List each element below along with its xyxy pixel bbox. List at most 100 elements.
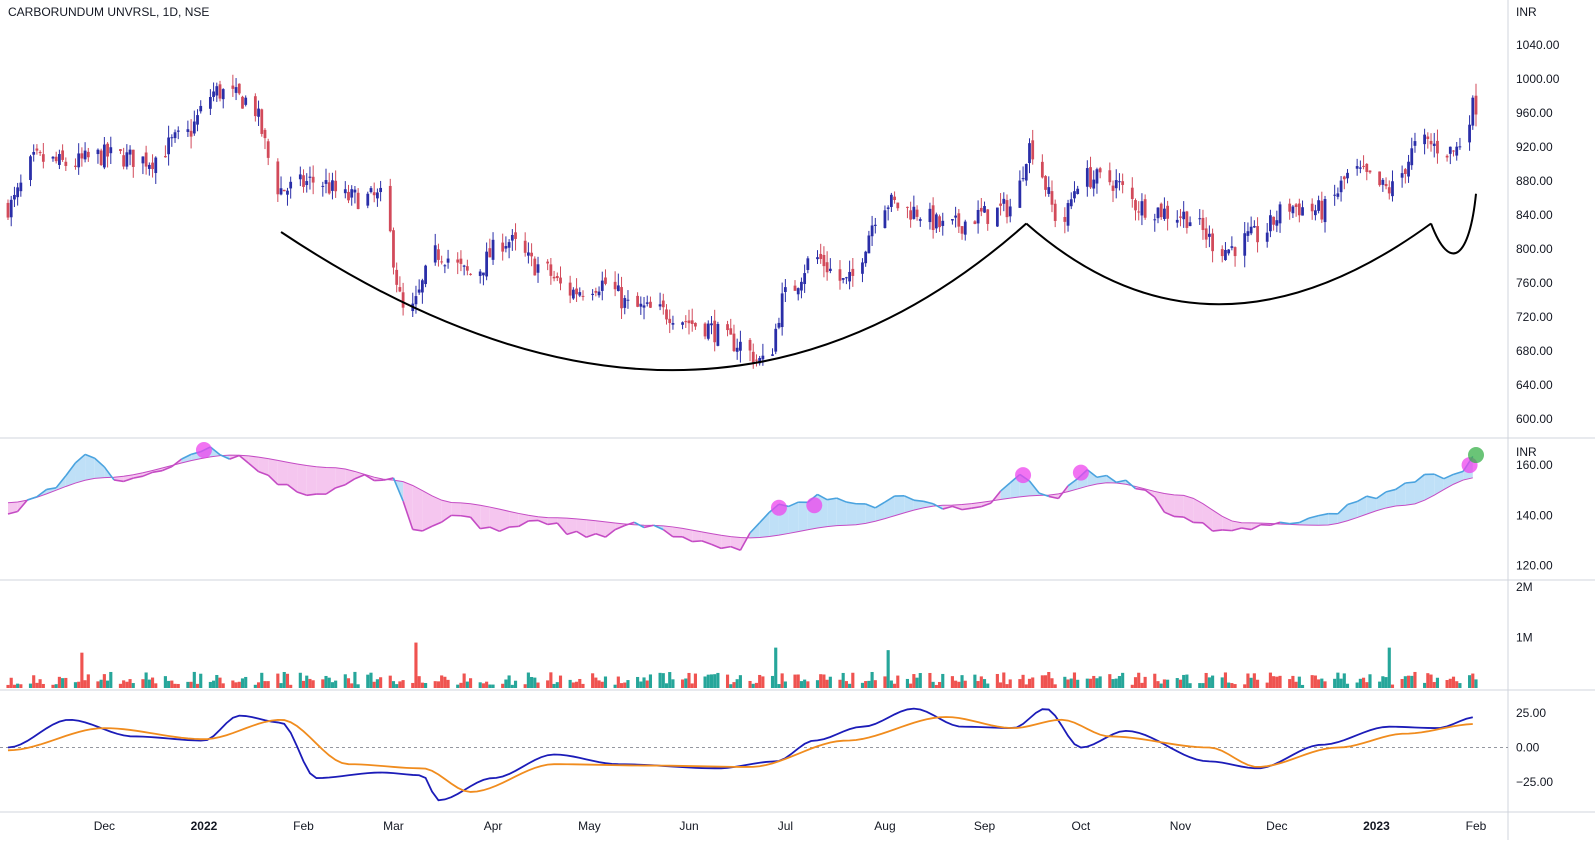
candle (437, 243, 440, 267)
volume-bar (321, 679, 325, 688)
volume-bar (391, 681, 396, 688)
volume-bar (687, 672, 691, 688)
volume-bar (289, 684, 293, 688)
candle-body (774, 328, 778, 352)
candle (690, 308, 694, 332)
candle-body (1233, 247, 1237, 257)
rs-line-segment (788, 501, 799, 508)
rs-fill (836, 498, 847, 526)
candle-body (1024, 164, 1028, 181)
candle-body (369, 188, 373, 193)
candle (986, 209, 990, 231)
volume-bar (28, 683, 33, 688)
volume-bar (616, 676, 620, 688)
rs-line-segment (27, 495, 38, 501)
rs-line-segment (219, 453, 230, 460)
x-tick-label: Oct (1072, 819, 1091, 833)
volume-bar (1031, 677, 1035, 688)
volume-bar (398, 681, 402, 688)
rs-line-segment (643, 524, 654, 529)
candle (800, 277, 803, 299)
candle-body (979, 207, 983, 212)
rs-line-segment (161, 465, 173, 472)
candle (626, 290, 630, 309)
volume-bar (751, 683, 755, 688)
rs-line-segment (1154, 496, 1166, 513)
volume-bar (436, 681, 441, 688)
candle-body (64, 161, 68, 166)
candle (533, 256, 537, 276)
rs-line-segment (903, 495, 915, 501)
candle-body (983, 206, 986, 213)
candle (526, 242, 530, 264)
candle (578, 287, 582, 298)
volume-bar (1220, 677, 1224, 688)
candle (398, 276, 402, 293)
volume-bar (1233, 684, 1237, 688)
rs-line-segment (826, 497, 837, 501)
candle-body (642, 305, 646, 308)
candle (1346, 169, 1349, 184)
volume-bar (912, 674, 916, 688)
candle-body (469, 273, 472, 275)
candle (568, 275, 572, 304)
candle (1378, 171, 1382, 187)
rs-line-segment (248, 462, 260, 473)
volume-bar (1297, 676, 1301, 688)
volume-bar (1378, 681, 1382, 688)
volume-bar (1095, 678, 1099, 688)
candle (1323, 195, 1327, 233)
candle-body (237, 83, 241, 94)
volume-bar (96, 681, 100, 688)
candle (623, 295, 627, 315)
candle-body (867, 235, 871, 254)
macd-line (7, 707, 1473, 802)
candle-body (13, 194, 16, 200)
candle (86, 147, 90, 162)
volume-bar (828, 676, 832, 688)
candle-body (189, 130, 193, 137)
rs-fill (721, 535, 731, 549)
candle (154, 156, 158, 184)
candle (199, 100, 203, 114)
volume-bar (80, 652, 84, 688)
rs-line-segment (123, 477, 134, 483)
candle-body (600, 280, 604, 291)
candle (716, 321, 720, 347)
candle-body (870, 225, 874, 237)
volume-bar (77, 681, 81, 688)
candle (173, 129, 177, 143)
volume-bar (366, 674, 370, 688)
volume-bar (716, 672, 720, 688)
rs-fill (827, 498, 837, 527)
candle-body (1137, 211, 1141, 213)
rs-line-segment (720, 545, 731, 550)
candle (549, 257, 553, 285)
candle-body (253, 96, 257, 117)
candle (1073, 181, 1076, 203)
volume-bar (301, 680, 306, 688)
candle-body (694, 322, 697, 327)
candle (221, 88, 225, 109)
volume-bar (253, 684, 257, 688)
volume-bar (240, 678, 245, 688)
volume-bar (9, 677, 13, 688)
candle-body (1317, 200, 1320, 211)
volume-bar (623, 682, 627, 688)
volume-bar (170, 680, 174, 688)
candle-body (906, 206, 909, 208)
candle (1291, 205, 1295, 219)
volume-bar (356, 684, 360, 688)
candle (125, 144, 129, 170)
candle-body (119, 149, 122, 151)
candle (864, 250, 868, 267)
candle-body (440, 261, 444, 263)
volume-bar (369, 672, 373, 688)
volume-bar (276, 673, 280, 688)
rs-fill (460, 502, 471, 518)
candle (74, 158, 77, 170)
rs-line-segment (103, 466, 115, 481)
candle (102, 137, 106, 170)
candle (1153, 213, 1157, 232)
